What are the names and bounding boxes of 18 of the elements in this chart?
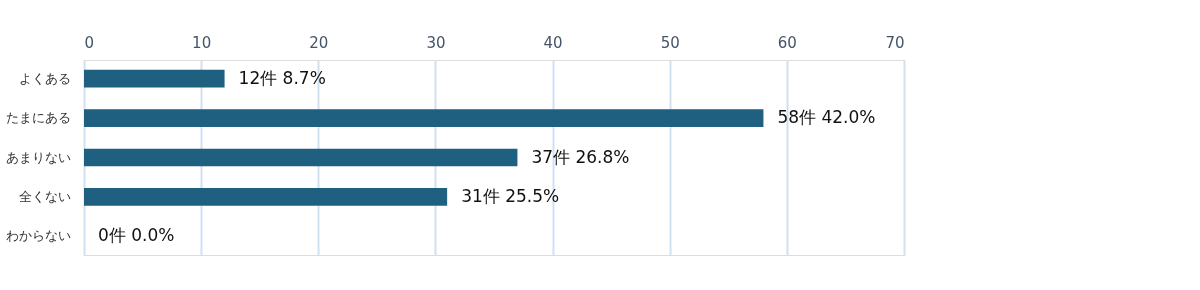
- data-label: 31件 25.5%: [461, 185, 560, 206]
- x-tick-label: 40: [543, 33, 563, 52]
- x-tick-label: 20: [309, 33, 329, 52]
- x-tick-label: 70: [885, 33, 905, 52]
- y-tick-label: 全くない: [18, 188, 71, 204]
- y-tick-label: わからない: [5, 228, 71, 244]
- y-tick-label: あまりない: [5, 149, 71, 165]
- x-tick-label: 50: [660, 33, 680, 52]
- data-label: 58件 42.0%: [777, 107, 876, 128]
- y-tick-label: たまにある: [5, 110, 71, 126]
- data-label: 12件 8.7%: [238, 67, 326, 88]
- y-tick-label: よくある: [18, 70, 71, 86]
- x-tick-label: 10: [192, 33, 212, 52]
- x-tick-label: 60: [777, 33, 797, 52]
- data-label: 37件 26.8%: [531, 146, 630, 167]
- x-tick-label: 30: [426, 33, 446, 52]
- x-tick-label: 0: [84, 33, 95, 52]
- data-label: 0件 0.0%: [98, 225, 175, 246]
